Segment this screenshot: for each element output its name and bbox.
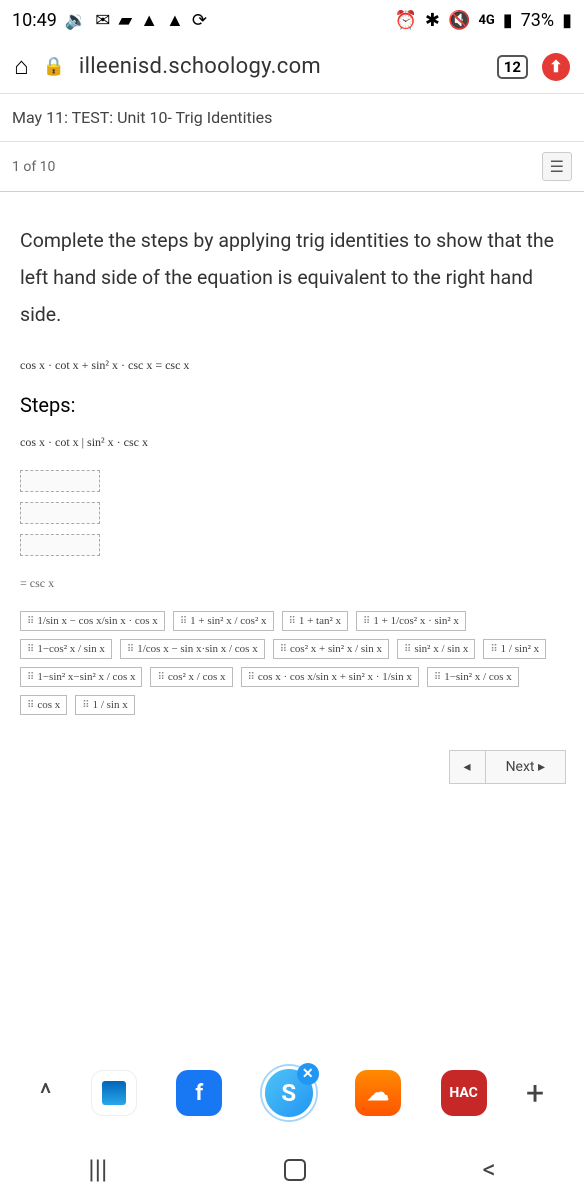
recents-button[interactable]: ||| — [88, 1155, 107, 1185]
page-title: May 11: TEST: Unit 10- Trig Identities — [0, 94, 584, 142]
drop-zone-2[interactable] — [20, 502, 100, 524]
tile[interactable]: ⠿ 1 / sin x — [75, 695, 134, 715]
battery-percent: 73% — [521, 10, 554, 31]
next-button[interactable]: Next ▸ — [485, 750, 566, 784]
grip-icon: ⠿ — [434, 672, 439, 683]
status-left: 10:49 🔉 ✉ ▰ ▲ ▲ ⟳ — [12, 10, 207, 31]
tile-label: 1−sin² x−sin² x / cos x — [37, 671, 135, 683]
progress-row: 1 of 10 ☰ — [0, 142, 584, 192]
tile-label: cos x · cos x/sin x + sin² x · 1/sin x — [258, 671, 412, 683]
drop-zone-3[interactable] — [20, 534, 100, 556]
tile-label: 1/sin x − cos x/sin x · cos x — [37, 615, 157, 627]
tile-label: 1 / sin x — [93, 699, 128, 711]
outlook-app-icon[interactable] — [91, 1070, 137, 1116]
tile-label: sin² x / sin x — [414, 643, 468, 655]
battery-icon: ▮ — [562, 10, 572, 31]
prev-button[interactable]: ◂ — [449, 750, 486, 784]
tile[interactable]: ⠿ cos x · cos x/sin x + sin² x · 1/sin x — [241, 667, 419, 687]
hac-app-icon[interactable]: HAC — [441, 1070, 487, 1116]
grip-icon: ⠿ — [127, 644, 132, 655]
app-dock: ^ f S ✕ ☁ HAC + — [0, 1056, 584, 1130]
warning2-icon: ▲ — [166, 10, 184, 31]
tile[interactable]: ⠿ cos² x / cos x — [150, 667, 232, 687]
tile[interactable]: ⠿ 1 + tan² x — [282, 611, 349, 631]
grip-icon: ⠿ — [248, 672, 253, 683]
tile-label: 1/cos x − sin x·sin x / cos x — [137, 643, 257, 655]
signal-icon: ▮ — [503, 10, 513, 31]
grip-icon: ⠿ — [289, 616, 294, 627]
tile[interactable]: ⠿ 1/sin x − cos x/sin x · cos x — [20, 611, 165, 631]
grip-icon: ⠿ — [404, 644, 409, 655]
browser-bar: ⌂ 🔒 illeenisd.schoology.com 12 ⬆ — [0, 40, 584, 94]
grip-icon: ⠿ — [82, 700, 87, 711]
back-button[interactable]: < — [482, 1155, 495, 1185]
question-prompt: Complete the steps by applying trig iden… — [20, 222, 564, 333]
tile[interactable]: ⠿ 1−sin² x / cos x — [427, 667, 519, 687]
samsung-internet-app-icon[interactable]: S ✕ — [262, 1066, 316, 1120]
chrome-update-icon[interactable]: ⬆ — [542, 53, 570, 81]
tile-label: 1 + sin² x / cos² x — [190, 615, 266, 627]
tile[interactable]: ⠿ 1/cos x − sin x·sin x / cos x — [120, 639, 265, 659]
4g-icon: 4G — [478, 13, 494, 28]
tile[interactable]: ⠿ 1 + 1/cos² x · sin² x — [356, 611, 466, 631]
tile[interactable]: ⠿ 1−sin² x−sin² x / cos x — [20, 667, 142, 687]
grip-icon: ⠿ — [27, 700, 32, 711]
grip-icon: ⠿ — [27, 616, 32, 627]
recents-caret-icon[interactable]: ^ — [40, 1077, 52, 1110]
volume-icon: 🔉 — [65, 10, 87, 31]
system-nav-bar: ||| < — [0, 1140, 584, 1200]
grip-icon: ⠿ — [27, 672, 32, 683]
tile-label: 1−cos² x / sin x — [37, 643, 105, 655]
equation: cos x · cot x + sin² x · csc x = csc x — [20, 358, 564, 373]
drive-icon: ▰ — [118, 10, 132, 31]
tile[interactable]: ⠿ 1 / sin² x — [483, 639, 546, 659]
tile[interactable]: ⠿ cos x — [20, 695, 67, 715]
tile-label: 1 / sin² x — [501, 643, 539, 655]
update-icon: ⟳ — [192, 10, 207, 31]
tile-label: 1−sin² x / cos x — [444, 671, 512, 683]
drop-zone-1[interactable] — [20, 470, 100, 492]
tile[interactable]: ⠿ cos² x + sin² x / sin x — [273, 639, 389, 659]
bluetooth-icon: ✱ — [425, 10, 440, 31]
steps-label: Steps: — [20, 393, 564, 417]
gmail-icon: ✉ — [95, 10, 110, 31]
tile[interactable]: ⠿ 1−cos² x / sin x — [20, 639, 112, 659]
mute-icon: 🔇 — [448, 10, 470, 31]
soundcloud-app-icon[interactable]: ☁ — [355, 1070, 401, 1116]
tile-label: 1 + tan² x — [299, 615, 341, 627]
progress-text: 1 of 10 — [12, 159, 55, 175]
clock: 10:49 — [12, 10, 57, 31]
tile-label: cos² x / cos x — [168, 671, 226, 683]
grip-icon: ⠿ — [490, 644, 495, 655]
status-bar: 10:49 🔉 ✉ ▰ ▲ ▲ ⟳ ⏰ ✱ 🔇 4G ▮ 73% ▮ — [0, 0, 584, 40]
grip-icon: ⠿ — [363, 616, 368, 627]
tile-label: 1 + 1/cos² x · sin² x — [373, 615, 459, 627]
tile[interactable]: ⠿ 1 + sin² x / cos² x — [173, 611, 274, 631]
tab-count[interactable]: 12 — [497, 55, 528, 79]
final-equation: = csc x — [20, 576, 564, 591]
home-icon[interactable]: ⌂ — [14, 52, 29, 81]
list-button[interactable]: ☰ — [542, 152, 572, 181]
facebook-app-icon[interactable]: f — [176, 1070, 222, 1116]
tile[interactable]: ⠿ sin² x / sin x — [397, 639, 475, 659]
warning-icon: ▲ — [140, 10, 158, 31]
lock-icon: 🔒 — [43, 56, 65, 77]
status-right: ⏰ ✱ 🔇 4G ▮ 73% ▮ — [395, 10, 573, 31]
grip-icon: ⠿ — [157, 672, 162, 683]
step-line-1: cos x · cot x | sin² x · csc x — [20, 435, 564, 450]
home-button[interactable] — [284, 1159, 306, 1181]
alarm-icon: ⏰ — [395, 10, 417, 31]
tile-label: cos² x + sin² x / sin x — [290, 643, 382, 655]
close-badge-icon[interactable]: ✕ — [297, 1063, 319, 1085]
answer-tiles: ⠿ 1/sin x − cos x/sin x · cos x ⠿ 1 + sin²… — [20, 611, 564, 715]
tile-label: cos x — [37, 699, 60, 711]
grip-icon: ⠿ — [180, 616, 185, 627]
content: Complete the steps by applying trig iden… — [0, 192, 584, 725]
url-text[interactable]: illeenisd.schoology.com — [79, 54, 483, 79]
add-app-icon[interactable]: + — [526, 1074, 544, 1112]
grip-icon: ⠿ — [280, 644, 285, 655]
pagination-row: ◂ Next ▸ — [0, 725, 584, 784]
grip-icon: ⠿ — [27, 644, 32, 655]
